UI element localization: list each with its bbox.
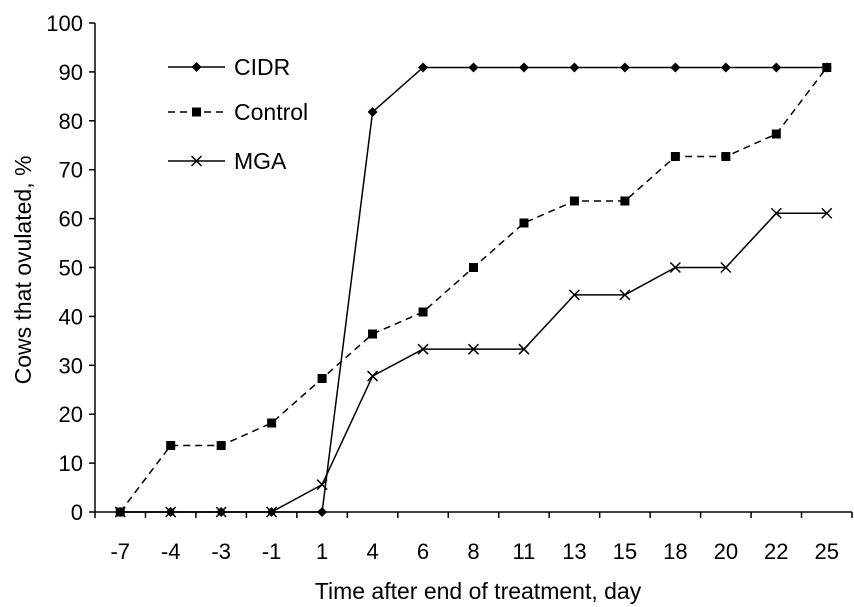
data-point-mga xyxy=(669,261,681,274)
legend-label-control: Control xyxy=(234,99,308,125)
axes: 0 10 20 30 40 50 60 70 80 90 100 -7 -4 -3 -1 1 4 6 8 11 13 15… xyxy=(46,11,853,564)
x-tick-label: 15 xyxy=(613,539,637,564)
y-tick-label: 70 xyxy=(59,158,83,183)
data-point-cidr xyxy=(468,62,479,73)
y-tick-label: 80 xyxy=(59,109,83,134)
x-tick-label: 1 xyxy=(316,539,328,564)
data-point-mga xyxy=(165,506,177,518)
data-point-cidr xyxy=(670,62,681,73)
x-axis-title: Time after end of treatment, day xyxy=(315,578,642,604)
x-tick-label: 8 xyxy=(467,539,479,564)
x-tick-label: 25 xyxy=(815,539,839,564)
data-point-cidr xyxy=(518,62,529,73)
data-point-control xyxy=(368,329,378,339)
data-point-control xyxy=(670,151,680,161)
y-tick-label: 0 xyxy=(71,500,83,525)
x-tick-label: 20 xyxy=(714,539,738,564)
data-point-mga xyxy=(467,343,480,355)
y-tick-label: 40 xyxy=(59,304,83,329)
data-point-control xyxy=(721,151,731,161)
data-point-control xyxy=(620,196,630,206)
data-point-control xyxy=(771,129,781,139)
x-tick-label: -7 xyxy=(110,539,130,564)
data-point-mga xyxy=(568,289,580,301)
x-tick-label: -1 xyxy=(262,539,282,564)
y-tick-label: 30 xyxy=(59,353,83,378)
y-tick-label: 10 xyxy=(59,451,83,476)
data-point-control xyxy=(569,196,579,206)
x-tick-label: -3 xyxy=(211,539,231,564)
data-point-control xyxy=(418,307,428,317)
x-tick-label: 13 xyxy=(562,539,586,564)
y-tick-label: 90 xyxy=(59,60,83,85)
x-tick-label: 4 xyxy=(366,539,378,564)
x-tick-label: 22 xyxy=(764,539,788,564)
data-point-control xyxy=(317,374,327,384)
legend-label-mga: MGA xyxy=(234,148,287,174)
legend-marker-cidr xyxy=(191,62,202,72)
series-line-mga xyxy=(120,212,827,513)
y-tick-label: 20 xyxy=(59,402,83,427)
legend-marker-mga xyxy=(190,155,203,167)
y-tick-label: 100 xyxy=(46,11,83,36)
series-layer xyxy=(114,62,833,518)
legend: CIDR Control MGA xyxy=(168,54,308,174)
y-axis-title: Cows that ovulated, % xyxy=(10,156,36,385)
data-point-control xyxy=(519,218,529,228)
series-control xyxy=(115,62,832,517)
data-point-mga xyxy=(417,343,429,355)
x-tick-label: 18 xyxy=(663,539,687,564)
x-tick-label: -4 xyxy=(161,539,181,564)
x-tick-label: 6 xyxy=(417,539,429,564)
legend-marker-control xyxy=(192,107,201,117)
data-point-mga xyxy=(367,370,379,382)
data-point-mga xyxy=(518,343,530,355)
data-point-mga xyxy=(720,261,732,274)
data-point-mga xyxy=(821,207,833,219)
series-line-control xyxy=(119,67,828,513)
data-point-control xyxy=(822,62,832,72)
series-mga xyxy=(114,207,833,518)
data-point-control xyxy=(216,440,226,450)
series-line-cidr xyxy=(120,66,827,513)
y-tick-label: 60 xyxy=(59,207,83,232)
data-point-cidr xyxy=(771,62,782,73)
data-point-cidr xyxy=(317,507,328,517)
data-point-cidr xyxy=(569,62,580,73)
data-point-mga xyxy=(266,506,278,518)
data-point-mga xyxy=(619,289,631,301)
data-point-control xyxy=(267,418,277,428)
data-point-mga xyxy=(114,506,126,518)
legend-label-cidr: CIDR xyxy=(234,54,290,80)
data-point-cidr xyxy=(619,62,630,73)
x-tick-label: 11 xyxy=(513,539,536,564)
data-point-cidr xyxy=(720,62,731,73)
y-tick-label: 50 xyxy=(59,256,83,281)
data-point-mga xyxy=(316,479,328,491)
data-point-mga xyxy=(215,506,227,518)
data-point-cidr xyxy=(418,62,429,73)
data-point-control xyxy=(469,263,478,272)
data-point-cidr xyxy=(367,106,378,117)
data-point-control xyxy=(166,440,176,450)
data-point-mga xyxy=(770,207,782,219)
